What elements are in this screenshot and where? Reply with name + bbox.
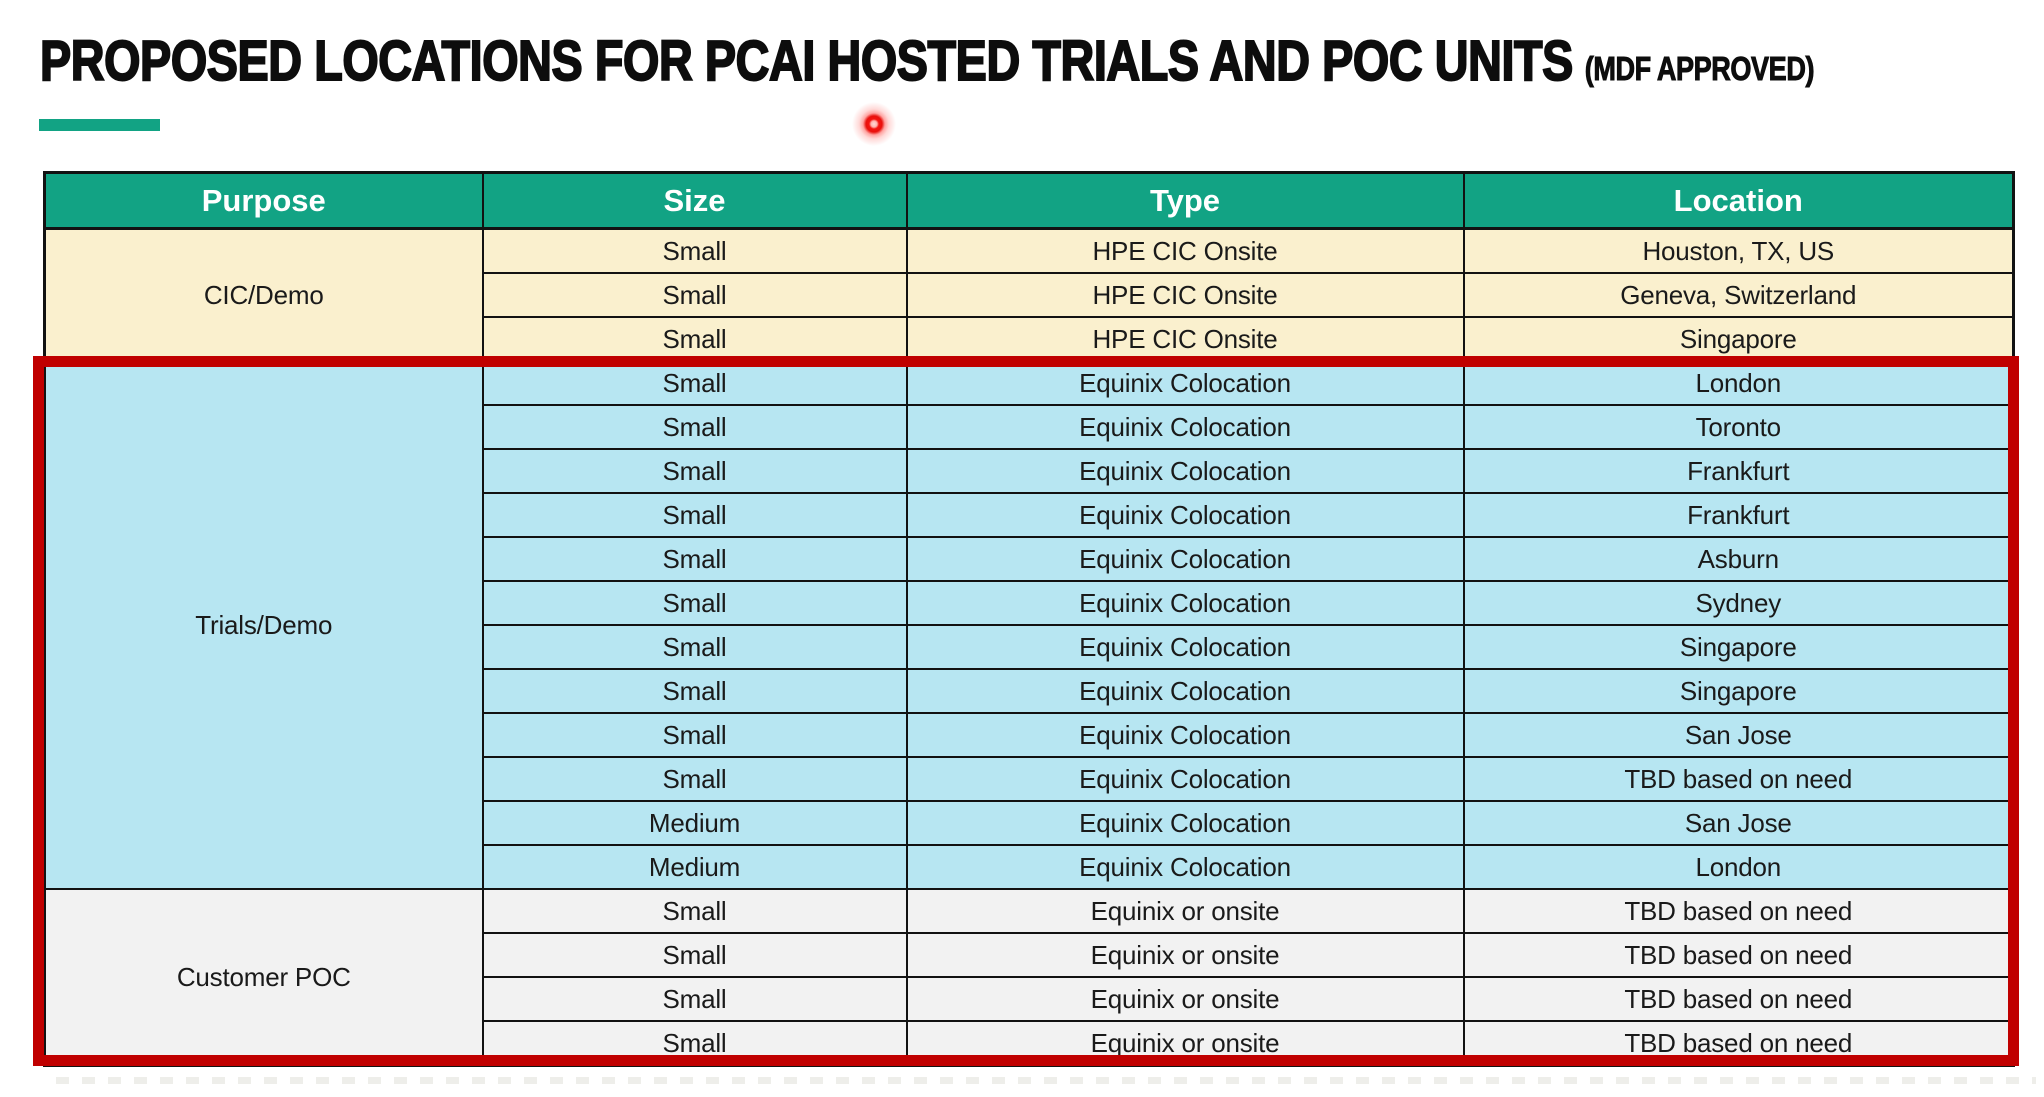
cell-type: Equinix Colocation [905,580,1465,626]
cell-size: Small [481,1020,908,1067]
cell-location: Singapore [1462,668,2015,714]
cell-type: Equinix Colocation [905,492,1465,538]
cell-size: Small [481,227,908,274]
table-row: Trials/Demo Small Equinix Colocation Lon… [43,360,2015,890]
cell-location: Sydney [1462,580,2015,626]
cell-type: Equinix or onsite [905,932,1465,978]
table-row: Small Equinix Colocation Toronto [45,404,2015,450]
cell-size: Small [481,492,908,538]
cell-location: London [1462,844,2015,890]
table-row: Customer POC Small Equinix or onsite TBD… [43,888,2015,1067]
page-title-suffix: (MDF APPROVED) [1584,50,1815,88]
column-header-purpose: Purpose [43,171,484,230]
cell-size: Small [481,888,908,934]
cell-size: Small [481,536,908,582]
table-row: Small Equinix Colocation Singapore [45,624,2015,670]
cell-size: Small [481,580,908,626]
table-row: Medium Equinix Colocation San Jose [45,800,2015,846]
placeholder-dashed-line [56,1077,2036,1084]
table-row: Small Equinix Colocation San Jose [45,712,2015,758]
cell-type: Equinix Colocation [905,844,1465,890]
cell-type: Equinix or onsite [905,1020,1465,1067]
cell-location: TBD based on need [1462,976,2015,1022]
title-accent-bar [39,119,160,131]
table-row: CIC/Demo Small HPE CIC Onsite Houston, T… [43,227,2015,362]
cell-size: Small [481,712,908,758]
cell-location: London [1462,360,2015,406]
cell-location: TBD based on need [1462,888,2015,934]
cell-location: TBD based on need [1462,1020,2015,1067]
cell-location: San Jose [1462,800,2015,846]
cell-location: Singapore [1462,316,2015,362]
page-title: PROPOSED LOCATIONS FOR PCAI HOSTED TRIAL… [39,28,1815,94]
laser-pointer-dot [851,101,897,147]
purpose-cell-customer-poc: Customer POC [43,888,484,1067]
page-title-text: PROPOSED LOCATIONS FOR PCAI HOSTED TRIAL… [39,28,1574,94]
cell-size: Small [481,624,908,670]
cell-location: Frankfurt [1462,492,2015,538]
cell-location: TBD based on need [1462,932,2015,978]
table-row: Small Equinix Colocation Frankfurt [45,448,2015,494]
column-header-type: Type [905,171,1465,230]
table-row: Small Equinix or onsite TBD based on nee… [45,932,2015,978]
purpose-cell-cic-demo: CIC/Demo [43,227,484,362]
cell-size: Medium [481,800,908,846]
cell-type: Equinix Colocation [905,800,1465,846]
table-row: Small HPE CIC Onsite Geneva, Switzerland [45,272,2015,318]
cell-type: Equinix Colocation [905,756,1465,802]
cell-type: Equinix Colocation [905,360,1465,406]
cell-type: Equinix or onsite [905,976,1465,1022]
table-row: Small Equinix or onsite TBD based on nee… [45,976,2015,1022]
table-row: Small Equinix Colocation Frankfurt [45,492,2015,538]
cell-size: Small [481,404,908,450]
cell-type: HPE CIC Onsite [905,272,1465,318]
column-header-location: Location [1462,171,2015,230]
cell-location: Asburn [1462,536,2015,582]
cell-location: San Jose [1462,712,2015,758]
cell-type: Equinix or onsite [905,888,1465,934]
table-row: Small Equinix Colocation Singapore [45,668,2015,714]
cell-type: Equinix Colocation [905,448,1465,494]
table-row: Small Equinix Colocation TBD based on ne… [45,756,2015,802]
cell-location: Singapore [1462,624,2015,670]
cell-type: Equinix Colocation [905,712,1465,758]
cell-location: Toronto [1462,404,2015,450]
cell-location: Houston, TX, US [1462,227,2015,274]
purpose-cell-trials-demo: Trials/Demo [43,360,484,890]
cell-type: Equinix Colocation [905,668,1465,714]
header-row: Purpose Size Type Location [43,171,2015,230]
cell-type: Equinix Colocation [905,404,1465,450]
table-row: Small Equinix Colocation Asburn [45,536,2015,582]
table-row: Small HPE CIC Onsite Singapore [45,316,2015,362]
cell-size: Small [481,932,908,978]
table-row: Small Equinix Colocation Sydney [45,580,2015,626]
cell-size: Small [481,448,908,494]
column-header-size: Size [481,171,908,230]
cell-location: Geneva, Switzerland [1462,272,2015,318]
cell-location: TBD based on need [1462,756,2015,802]
cell-type: Equinix Colocation [905,536,1465,582]
table-row: Medium Equinix Colocation London [45,844,2015,890]
cell-type: HPE CIC Onsite [905,227,1465,274]
cell-size: Medium [481,844,908,890]
cell-location: Frankfurt [1462,448,2015,494]
cell-size: Small [481,756,908,802]
cell-type: Equinix Colocation [905,624,1465,670]
cell-size: Small [481,976,908,1022]
locations-table: Purpose Size Type Location CIC/Demo Smal… [43,171,2015,1067]
cell-size: Small [481,316,908,362]
cell-size: Small [481,360,908,406]
cell-size: Small [481,668,908,714]
cell-size: Small [481,272,908,318]
cell-type: HPE CIC Onsite [905,316,1465,362]
